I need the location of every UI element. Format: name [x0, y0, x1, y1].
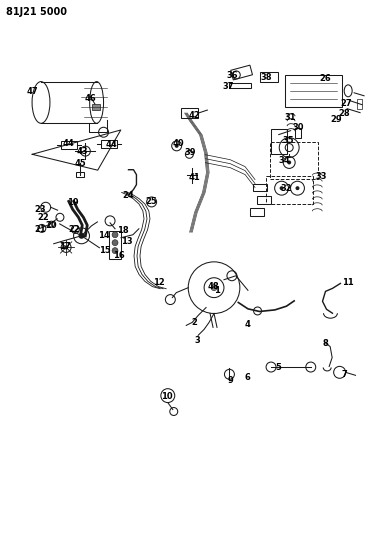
Text: 39: 39: [184, 148, 196, 157]
Text: 17: 17: [59, 242, 71, 251]
Text: 43: 43: [76, 147, 88, 156]
Bar: [250, 208, 264, 216]
Circle shape: [112, 248, 118, 254]
Text: 21: 21: [34, 225, 46, 234]
Text: 9: 9: [228, 376, 234, 385]
Text: 22: 22: [37, 213, 49, 222]
Text: 45: 45: [74, 159, 86, 168]
Text: 42: 42: [188, 111, 200, 119]
Text: 34: 34: [279, 156, 290, 165]
Text: 8: 8: [322, 339, 328, 348]
Text: 14: 14: [98, 231, 109, 240]
Text: 36: 36: [227, 71, 238, 80]
Text: 26: 26: [319, 74, 331, 83]
Text: 35: 35: [282, 136, 294, 145]
Text: 7: 7: [341, 370, 347, 379]
Circle shape: [287, 160, 291, 165]
Text: 16: 16: [113, 252, 125, 261]
Circle shape: [211, 285, 217, 290]
Text: 24: 24: [123, 191, 134, 199]
Text: 19: 19: [67, 198, 78, 207]
Circle shape: [280, 186, 284, 190]
Bar: [260, 72, 278, 82]
Bar: [76, 172, 84, 177]
Text: 28: 28: [338, 109, 350, 118]
Bar: [266, 176, 314, 204]
Circle shape: [64, 246, 68, 249]
Text: 25: 25: [146, 197, 158, 206]
Bar: [180, 108, 198, 118]
Bar: [257, 197, 271, 204]
Text: 30: 30: [292, 123, 304, 132]
Text: 32: 32: [281, 184, 292, 193]
Circle shape: [175, 144, 178, 148]
Bar: [229, 83, 251, 88]
Text: 13: 13: [121, 237, 132, 246]
Text: 48: 48: [208, 282, 219, 291]
Circle shape: [112, 240, 118, 246]
Text: 20: 20: [46, 221, 57, 230]
Bar: [253, 183, 267, 191]
Text: 22: 22: [69, 225, 80, 234]
Bar: [101, 140, 117, 148]
Text: 44: 44: [63, 139, 74, 148]
Text: 5: 5: [276, 362, 282, 372]
Text: 37: 37: [223, 82, 234, 91]
Bar: [270, 142, 318, 179]
Bar: [285, 75, 342, 107]
Text: 15: 15: [100, 246, 111, 255]
Bar: [92, 104, 100, 110]
Circle shape: [296, 186, 300, 190]
Text: 2: 2: [191, 318, 197, 327]
Text: 41: 41: [188, 173, 200, 182]
Text: 81J21 5000: 81J21 5000: [6, 7, 68, 17]
Circle shape: [78, 233, 85, 239]
Text: 40: 40: [173, 139, 184, 148]
Text: 10: 10: [161, 392, 173, 401]
Bar: [109, 231, 121, 259]
Text: 18: 18: [117, 226, 128, 235]
Bar: [357, 99, 362, 109]
Bar: [61, 141, 77, 149]
Text: 38: 38: [261, 72, 272, 82]
Circle shape: [112, 232, 118, 238]
Text: 12: 12: [154, 278, 165, 287]
Text: 23: 23: [34, 205, 46, 214]
Text: 31: 31: [284, 113, 296, 122]
Text: 27: 27: [340, 99, 352, 108]
Text: 29: 29: [331, 115, 342, 124]
Text: 46: 46: [84, 94, 96, 103]
Text: 4: 4: [245, 320, 251, 329]
Bar: [271, 128, 287, 155]
Text: 47: 47: [26, 87, 38, 96]
Text: 33: 33: [315, 172, 327, 181]
Text: 1: 1: [214, 286, 220, 295]
Text: 6: 6: [245, 373, 251, 382]
Text: 44: 44: [105, 140, 117, 149]
Text: 3: 3: [195, 336, 201, 345]
Text: 11: 11: [342, 278, 354, 287]
Bar: [231, 65, 253, 80]
Bar: [295, 128, 301, 138]
